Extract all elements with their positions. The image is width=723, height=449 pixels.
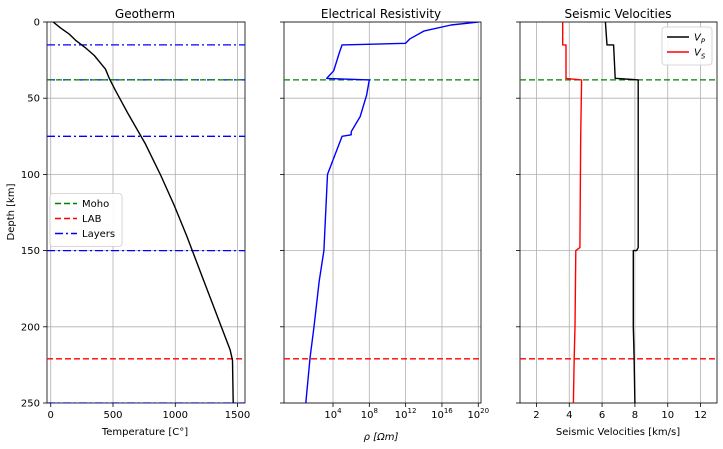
x-tick-label: 1016 xyxy=(431,407,453,421)
x-tick-label: 6 xyxy=(599,410,605,421)
geotherm-panel: Geotherm Temperature [C°] Depth [km] 0 50… xyxy=(6,7,250,438)
x-tick-label: 104 xyxy=(324,407,342,421)
y-tick-label: 100 xyxy=(21,170,40,181)
geotherm-xlabel: Temperature [C°] xyxy=(101,427,188,438)
x-tick-label: 1020 xyxy=(467,407,489,421)
seismic-title: Seismic Velocities xyxy=(565,7,672,21)
legend-label: Layers xyxy=(82,229,115,240)
y-tick-label: 200 xyxy=(21,322,40,333)
seismic-panel: Seismic Velocities Seismic Velocities [k… xyxy=(516,7,718,438)
series-line-vp xyxy=(604,22,639,403)
resistivity-title: Electrical Resistivity xyxy=(321,7,441,21)
resistivity-panel: Electrical Resistivity ρ [Ωm] 104 108 1012… xyxy=(280,7,489,443)
x-tick-label: 10 xyxy=(661,410,674,421)
x-tick-label: 1500 xyxy=(225,410,250,421)
axes-frame xyxy=(519,21,718,404)
x-tick-label: 0 xyxy=(48,410,54,421)
x-tick-label: 4 xyxy=(566,410,572,421)
geotherm-title: Geotherm xyxy=(115,7,175,21)
y-tick-label: 0 xyxy=(34,18,40,29)
series-line-profile xyxy=(305,22,479,403)
series-line-profile xyxy=(52,22,234,403)
x-tick-label: 2 xyxy=(533,410,539,421)
y-tick-label: 50 xyxy=(27,94,40,105)
y-tick-label: 150 xyxy=(21,246,40,257)
seismic-xlabel: Seismic Velocities [km/s] xyxy=(556,427,680,438)
x-tick-label: 500 xyxy=(103,410,122,421)
x-tick-label: 1012 xyxy=(395,407,417,421)
resistivity-xlabel: ρ [Ωm] xyxy=(364,432,399,443)
geotherm-ylabel: Depth [km] xyxy=(6,183,17,240)
x-tick-label: 12 xyxy=(694,410,707,421)
y-tick-label: 250 xyxy=(21,399,40,410)
legend-label: VP xyxy=(694,33,706,46)
x-tick-label: 108 xyxy=(361,407,378,421)
x-tick-label: 1000 xyxy=(163,410,188,421)
legend-label: Moho xyxy=(82,199,109,210)
series-line-vs xyxy=(562,22,583,403)
x-tick-label: 8 xyxy=(632,410,638,421)
axes-frame xyxy=(283,21,482,404)
legend-label: LAB xyxy=(82,214,102,225)
legend-label: VS xyxy=(694,48,706,61)
